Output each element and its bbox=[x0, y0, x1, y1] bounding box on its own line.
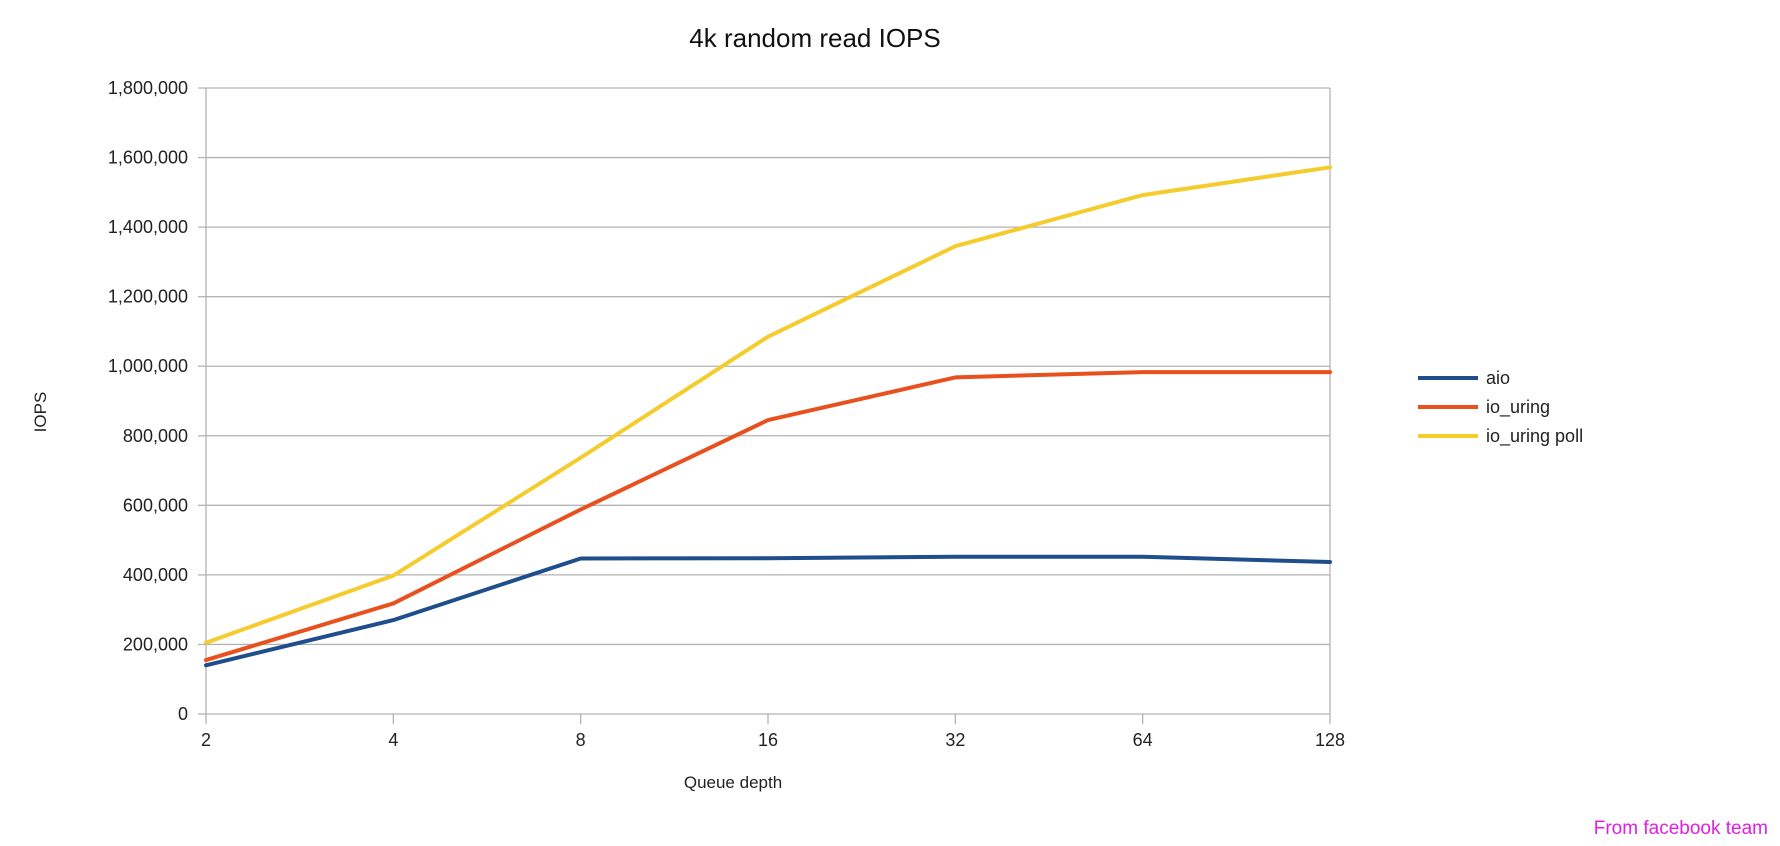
y-tick-labels: 0 200,000 400,000 600,000 800,000 1,000,000 1,… bbox=[108, 78, 188, 724]
x-tick-label: 32 bbox=[945, 730, 965, 750]
legend: aio io_uring io_uring poll bbox=[1418, 368, 1583, 447]
series-lines bbox=[204, 165, 1332, 668]
source-credit: From facebook team bbox=[1593, 818, 1768, 839]
x-tick-label: 4 bbox=[388, 730, 398, 750]
legend-label: io_uring bbox=[1486, 397, 1550, 418]
y-tick-label: 1,800,000 bbox=[108, 78, 188, 98]
x-axis-label: Queue depth bbox=[684, 773, 782, 792]
series-line-io-uring bbox=[204, 370, 1332, 663]
y-tick-label: 1,000,000 bbox=[108, 356, 188, 376]
y-tick-label: 400,000 bbox=[123, 565, 188, 585]
x-tick-label: 8 bbox=[576, 730, 586, 750]
series-line-aio bbox=[204, 554, 1332, 668]
y-tick-label: 0 bbox=[178, 704, 188, 724]
axes bbox=[198, 87, 1331, 724]
y-tick-label: 1,600,000 bbox=[108, 148, 188, 168]
x-tick-labels: 2 4 8 16 32 64 128 bbox=[201, 730, 1345, 750]
x-tick-label: 128 bbox=[1315, 730, 1345, 750]
chart-title: 4k random read IOPS bbox=[689, 23, 940, 53]
legend-label: io_uring poll bbox=[1486, 426, 1583, 447]
y-tick-label: 200,000 bbox=[123, 634, 188, 654]
gridlines bbox=[206, 87, 1330, 646]
y-tick-label: 800,000 bbox=[123, 426, 188, 446]
x-tick-label: 2 bbox=[201, 730, 211, 750]
y-axis-label: IOPS bbox=[31, 392, 50, 433]
x-tick-label: 64 bbox=[1133, 730, 1153, 750]
series-line-io-uring-poll bbox=[204, 165, 1332, 645]
y-tick-label: 1,200,000 bbox=[108, 287, 188, 307]
y-tick-label: 1,400,000 bbox=[108, 217, 188, 237]
y-tick-label: 600,000 bbox=[123, 495, 188, 515]
x-tick-label: 16 bbox=[758, 730, 778, 750]
legend-label: aio bbox=[1486, 368, 1510, 388]
